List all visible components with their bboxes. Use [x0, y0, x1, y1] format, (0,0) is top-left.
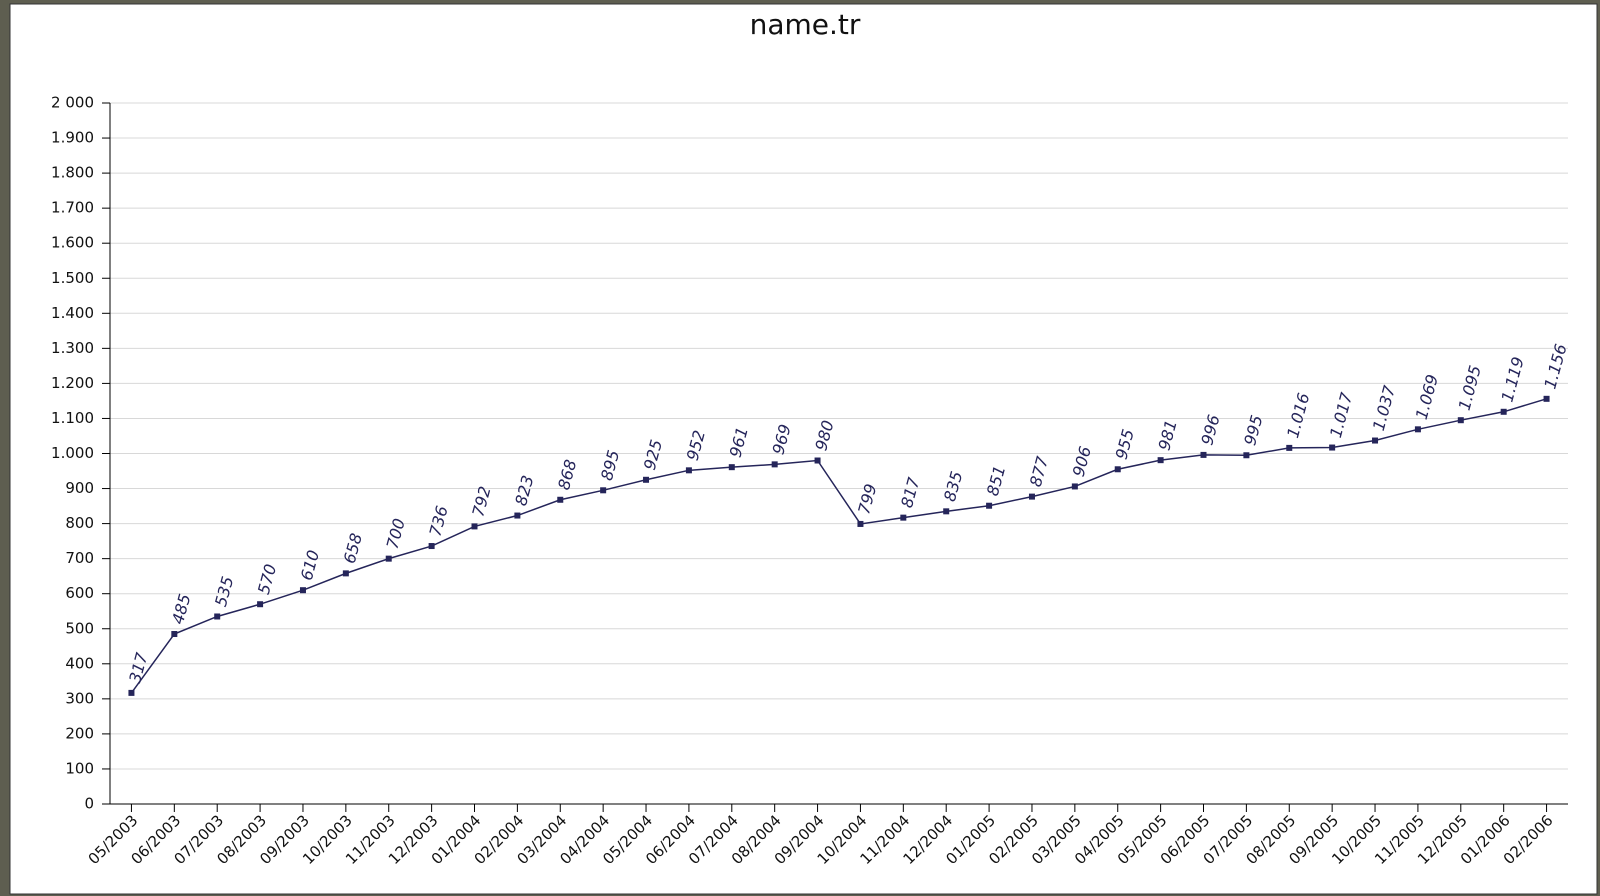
marker [1457, 417, 1464, 424]
marker [171, 631, 178, 638]
marker [643, 476, 650, 483]
y-tick-label: 1.800 [51, 164, 94, 182]
marker [943, 508, 950, 515]
marker [385, 555, 392, 562]
marker [257, 601, 264, 608]
y-tick-label: 900 [65, 479, 94, 497]
y-tick-label: 1.200 [51, 374, 94, 392]
marker [299, 587, 306, 594]
chart-title: name.tr [750, 8, 861, 41]
y-tick-label: 500 [65, 619, 94, 637]
marker [685, 467, 692, 474]
marker [342, 570, 349, 577]
marker [514, 512, 521, 519]
marker [128, 689, 135, 696]
marker [1414, 426, 1421, 433]
y-tick-label: 800 [65, 514, 94, 532]
marker [771, 461, 778, 468]
panel [9, 3, 1598, 895]
y-tick-label: 400 [65, 654, 94, 672]
marker [1372, 437, 1379, 444]
marker [1114, 466, 1121, 473]
marker [1200, 451, 1207, 458]
y-tick-label: 1.400 [51, 304, 94, 322]
y-tick-label: 2 000 [51, 94, 94, 112]
marker [557, 496, 564, 503]
marker [728, 464, 735, 471]
marker [1329, 444, 1336, 451]
y-tick-label: 1.900 [51, 129, 94, 147]
marker [1028, 493, 1035, 500]
marker [1543, 395, 1550, 402]
marker [1500, 408, 1507, 415]
marker [428, 543, 435, 550]
marker [214, 613, 221, 620]
y-tick-label: 600 [65, 584, 94, 602]
marker [986, 502, 993, 509]
y-tick-label: 1.700 [51, 199, 94, 217]
y-tick-label: 1.600 [51, 234, 94, 252]
marker [1157, 457, 1164, 464]
series-line [130, 398, 1547, 694]
y-tick-label: 1.000 [51, 444, 94, 462]
y-tick-label: 300 [65, 689, 94, 707]
marker [900, 514, 907, 521]
marker [600, 487, 607, 494]
y-tick-label: 1.100 [51, 409, 94, 427]
marker [1071, 483, 1078, 490]
y-tick-label: 700 [65, 549, 94, 567]
y-tick-label: 200 [65, 724, 94, 742]
y-tick-label: 0 [84, 795, 94, 813]
marker [471, 523, 478, 530]
y-tick-label: 1.300 [51, 339, 94, 357]
marker [857, 520, 864, 527]
marker [1243, 452, 1250, 459]
y-tick-label: 1.500 [51, 269, 94, 287]
marker [814, 457, 821, 464]
y-tick-label: 100 [65, 759, 94, 777]
marker [1286, 444, 1293, 451]
